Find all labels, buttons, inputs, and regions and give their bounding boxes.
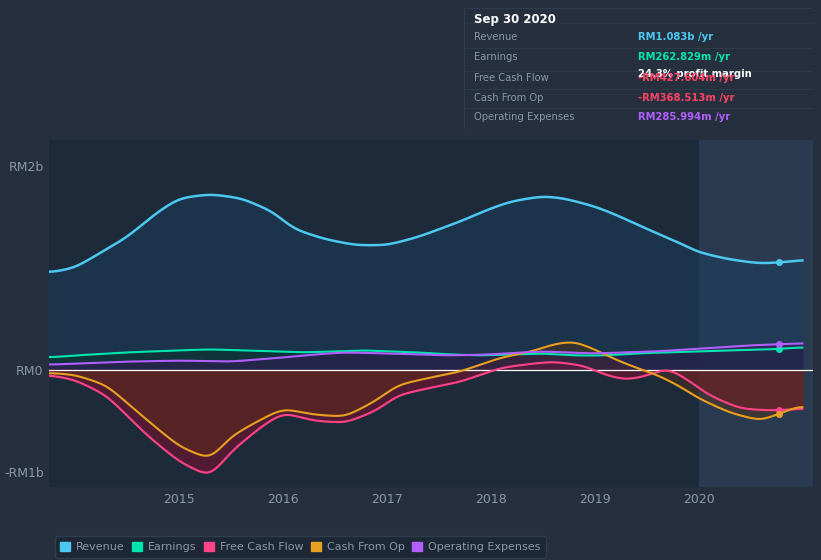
Text: -RM427.604m /yr: -RM427.604m /yr xyxy=(639,73,735,83)
Text: Earnings: Earnings xyxy=(475,52,518,62)
Text: RM262.829m /yr: RM262.829m /yr xyxy=(639,52,731,62)
Text: Cash From Op: Cash From Op xyxy=(475,93,544,102)
Text: -RM368.513m /yr: -RM368.513m /yr xyxy=(639,93,735,102)
Text: RM285.994m /yr: RM285.994m /yr xyxy=(639,112,731,122)
Bar xyxy=(699,140,813,487)
Text: Sep 30 2020: Sep 30 2020 xyxy=(475,13,556,26)
Legend: Revenue, Earnings, Free Cash Flow, Cash From Op, Operating Expenses: Revenue, Earnings, Free Cash Flow, Cash … xyxy=(55,536,546,558)
Text: 24.3% profit margin: 24.3% profit margin xyxy=(639,69,752,78)
Text: RM1.083b /yr: RM1.083b /yr xyxy=(639,32,713,43)
Text: Revenue: Revenue xyxy=(475,32,518,43)
Text: Free Cash Flow: Free Cash Flow xyxy=(475,73,549,83)
Text: Operating Expenses: Operating Expenses xyxy=(475,112,575,122)
